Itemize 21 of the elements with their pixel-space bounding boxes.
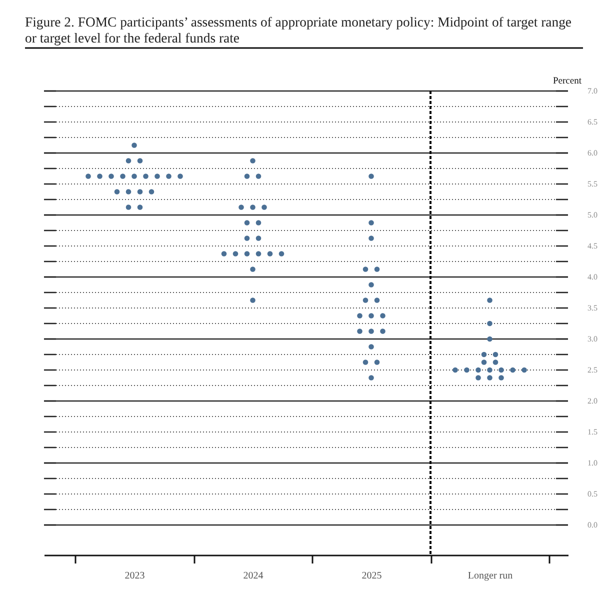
y-tick-label: 0.5 [588,490,598,498]
x-tick-label: 2024 [243,570,264,582]
x-tick-label: 2023 [124,570,145,582]
y-tick-label: 0.0 [588,520,598,530]
y-tick-label: 1.0 [588,458,598,468]
y-tick-label: 2.0 [588,396,598,406]
y-axis-title: Percent [553,76,582,86]
y-tick-label: 6.0 [588,148,598,158]
x-tick-label: 2025 [362,570,382,582]
y-tick-label: 4.5 [588,242,598,250]
y-tick-label: 5.0 [588,210,598,220]
y-tick-label: 1.5 [588,428,598,436]
chart-title: Figure 2. FOMC participants’ assessments of appropriate monetary policy: Midpoint of target range or target level for the federal funds rate [25,14,572,46]
y-tick-label: 7.0 [588,86,598,96]
y-tick-label: 4.0 [588,272,598,282]
y-tick-label: 3.0 [588,334,598,344]
y-tick-label: 6.5 [588,118,598,126]
y-tick-label: 3.5 [588,304,598,312]
y-tick-label: 2.5 [588,366,598,374]
y-tick-label: 5.5 [588,180,598,188]
x-tick-label: Longer run [468,570,513,582]
